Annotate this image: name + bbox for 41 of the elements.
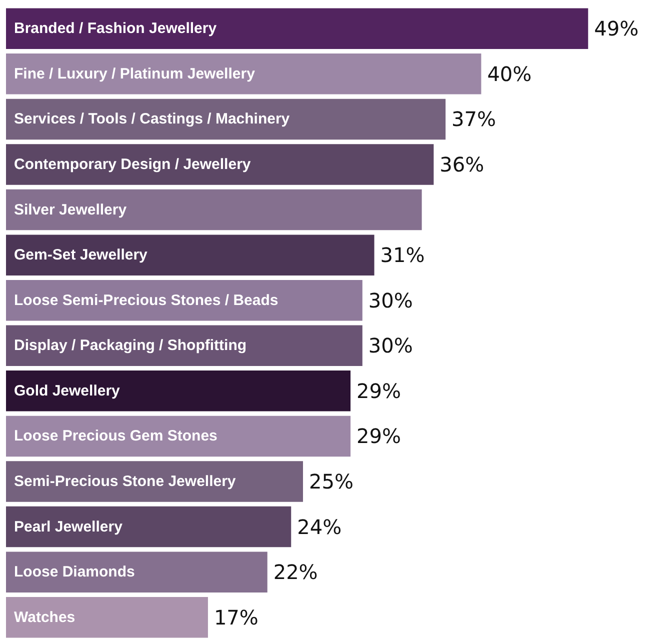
data-label: 29% [356, 424, 401, 448]
y-tick-label: Contemporary Design / Jewellery [14, 156, 252, 173]
y-tick-label: Loose Semi-Precious Stones / Beads [14, 292, 278, 309]
data-label: 29% [356, 378, 401, 403]
bar [6, 280, 362, 321]
data-label: 22% [273, 560, 318, 584]
data-label: 30% [368, 334, 413, 358]
bar [6, 506, 292, 548]
y-tick-label: Branded / Fashion Jewellery [14, 20, 218, 38]
y-tick-label: Display / Packaging / Shopfitting [14, 337, 247, 354]
bar [6, 325, 362, 366]
bar [6, 98, 446, 140]
bar [6, 552, 268, 592]
bar [6, 144, 434, 185]
data-label: 24% [297, 514, 342, 539]
y-tick-label: Watches [14, 608, 76, 626]
bar [6, 596, 208, 638]
y-tick-label: Gem-Set Jewellery [14, 246, 148, 264]
bar [6, 234, 374, 276]
y-tick-label: Loose Precious Gem Stones [14, 428, 218, 445]
bar [6, 189, 422, 230]
data-label: 37% [452, 107, 496, 132]
y-tick-label: Pearl Jewellery [14, 518, 124, 536]
y-tick-label: Loose Diamonds [14, 564, 135, 581]
bar [6, 54, 482, 94]
data-label: 25% [309, 470, 354, 494]
data-label: 49% [594, 16, 639, 41]
bar [6, 461, 303, 502]
y-tick-label: Semi-Precious Stone Jewellery [14, 473, 236, 490]
y-tick-label: Silver Jewellery [14, 201, 128, 218]
y-tick-label: Fine / Luxury / Platinum Jewellery [14, 65, 256, 82]
bar [6, 8, 588, 50]
bar [6, 370, 351, 412]
y-tick-label: Gold Jewellery [14, 382, 121, 400]
data-label: 36% [440, 152, 484, 176]
y-tick-label: Services / Tools / Castings / Machinery [14, 110, 290, 128]
data-label: 40% [487, 62, 532, 86]
data-label: 30% [368, 288, 413, 312]
data-label: 31% [380, 243, 425, 268]
bar [6, 416, 351, 457]
data-label: 17% [214, 605, 258, 630]
